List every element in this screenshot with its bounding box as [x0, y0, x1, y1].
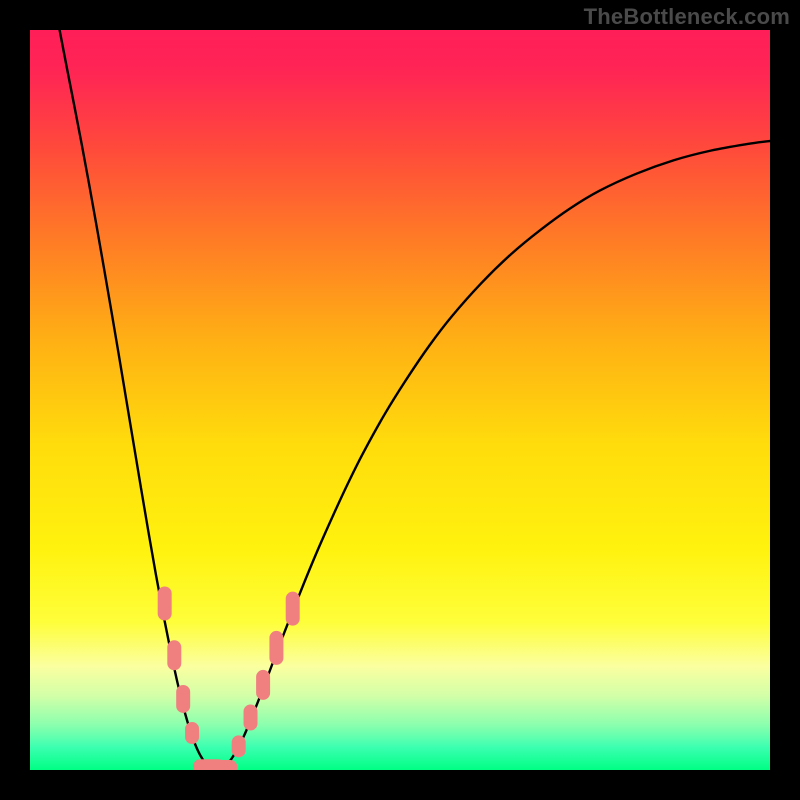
data-marker [232, 735, 246, 757]
data-marker [244, 704, 258, 730]
data-marker [256, 670, 270, 700]
plot-background [30, 30, 770, 770]
data-marker [286, 592, 300, 626]
chart-canvas [0, 0, 800, 800]
chart-container: TheBottleneck.com [0, 0, 800, 800]
data-marker [176, 685, 190, 713]
data-marker [167, 640, 181, 670]
data-marker [185, 722, 199, 744]
data-marker [269, 631, 283, 665]
data-marker [158, 587, 172, 621]
